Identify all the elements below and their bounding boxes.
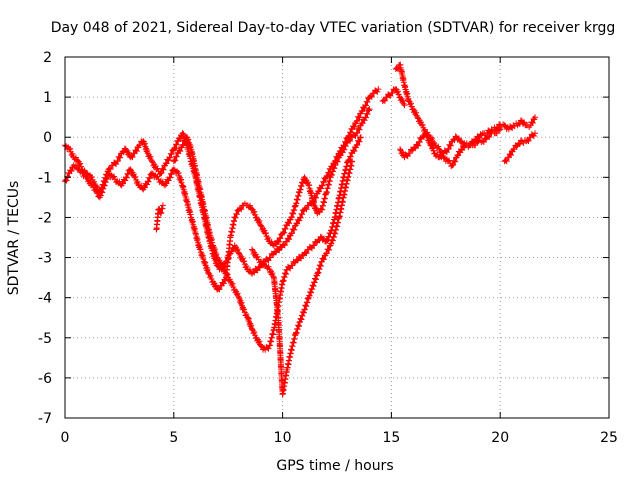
x-axis-label: GPS time / hours [276,458,393,474]
y-tick-label: -6 [38,371,52,387]
grid [65,57,609,418]
data-series-3 [249,158,356,398]
x-tick-label: 5 [169,430,178,446]
chart-title: Day 048 of 2021, Sidereal Day-to-day VTE… [51,20,616,36]
y-tick-label: -7 [38,411,52,427]
x-tick-label: 15 [382,430,400,446]
x-tick-label: 25 [600,430,618,446]
y-tick-label: -3 [38,251,52,267]
y-tick-label: -4 [38,291,52,307]
data-series-6 [501,130,538,165]
y-tick-label: 0 [43,130,52,146]
data-series-2 [170,134,364,353]
y-tick-label: -5 [38,331,52,347]
data-series-5 [397,126,504,170]
plot-frame [64,56,610,419]
data-points [62,61,538,398]
data-series-7 [379,86,408,109]
axis-ticks: 0 5 10 15 20 25 -7 -6 -5 -4 -3 -2 -1 0 1 2 [38,50,618,446]
x-tick-label: 20 [491,430,509,446]
x-tick-label: 10 [274,430,292,446]
data-series-8 [153,202,166,233]
y-tick-label: -1 [38,170,52,186]
y-tick-label: 2 [43,50,52,66]
data-series-0 [62,86,382,277]
y-axis-label: SDTVAR / TECUs [6,181,22,296]
y-tick-label: -2 [38,210,52,226]
x-tick-label: 0 [61,430,70,446]
y-tick-label: 1 [43,90,52,106]
